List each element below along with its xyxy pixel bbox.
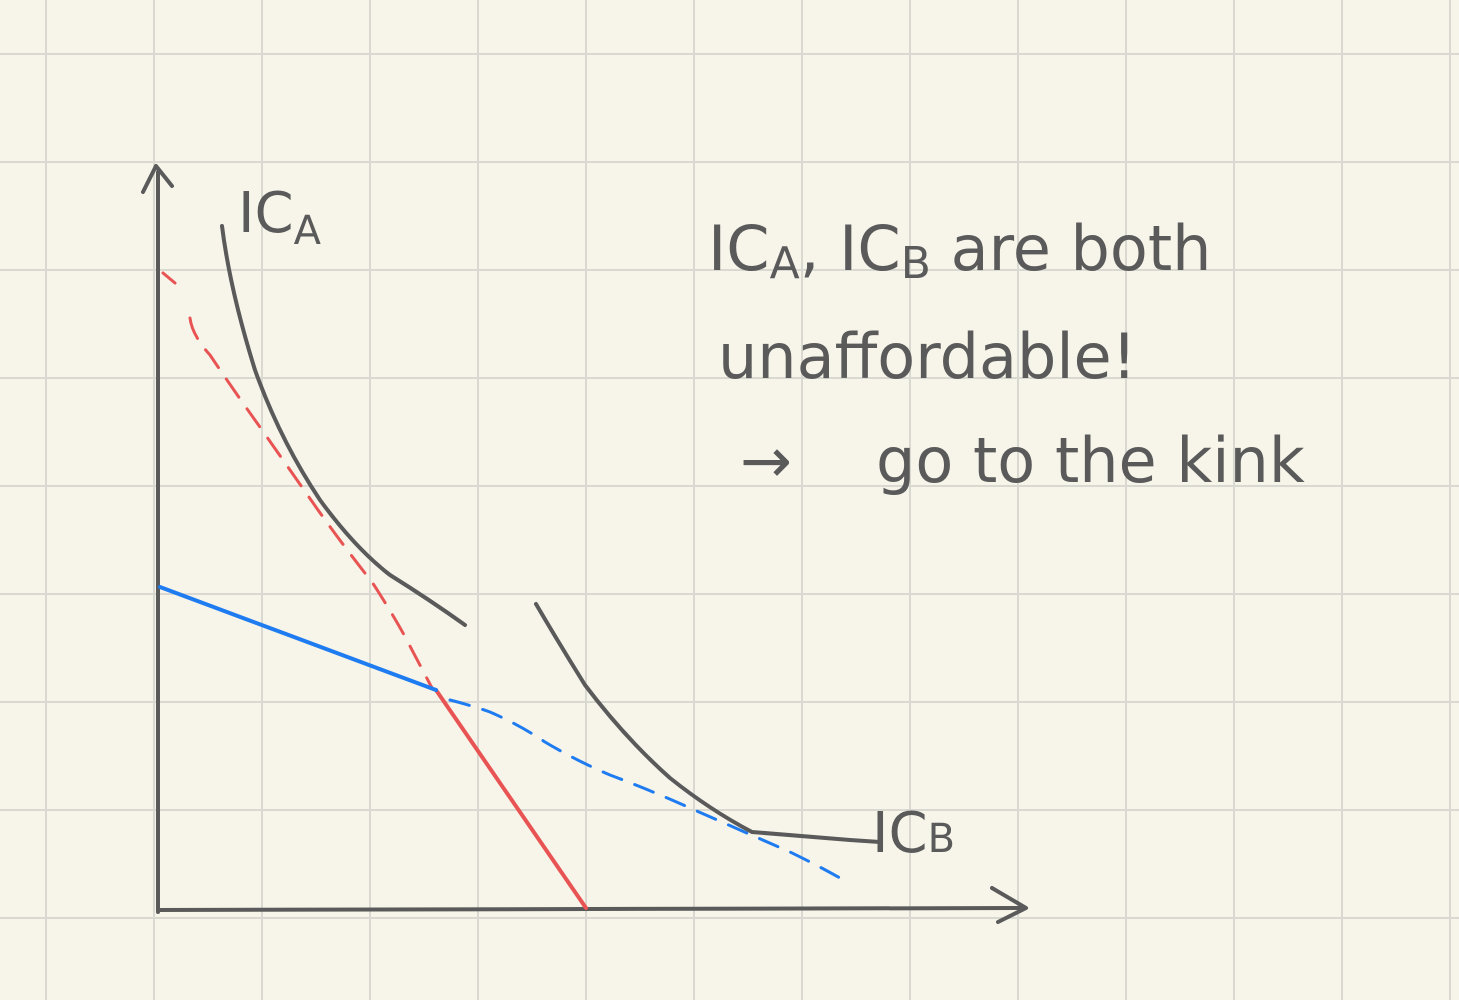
annotation-note: ICA, ICB are both unaffordable! → go to … bbox=[708, 212, 1305, 497]
ic-b-label: ICB bbox=[872, 801, 955, 866]
indifference-curve-b bbox=[534, 602, 882, 844]
ic-a-label: ICA bbox=[238, 181, 322, 254]
note-line-3: go to the kink bbox=[876, 424, 1305, 497]
note-line-3-arrow: → bbox=[740, 424, 792, 497]
axes bbox=[141, 164, 1028, 924]
red-budget-line-solid bbox=[434, 688, 588, 910]
x-axis bbox=[156, 906, 1027, 912]
y-axis-arrowhead bbox=[141, 164, 174, 194]
red-budget-line-dashed bbox=[161, 271, 434, 690]
blue-budget-line-dashed bbox=[448, 698, 842, 880]
blue-budget-line-solid bbox=[158, 585, 438, 692]
x-axis-arrowhead bbox=[990, 886, 1028, 924]
indifference-curve-a bbox=[220, 224, 467, 627]
note-line-1: ICA, ICB are both bbox=[708, 212, 1211, 289]
note-line-2: unaffordable! bbox=[718, 320, 1137, 393]
